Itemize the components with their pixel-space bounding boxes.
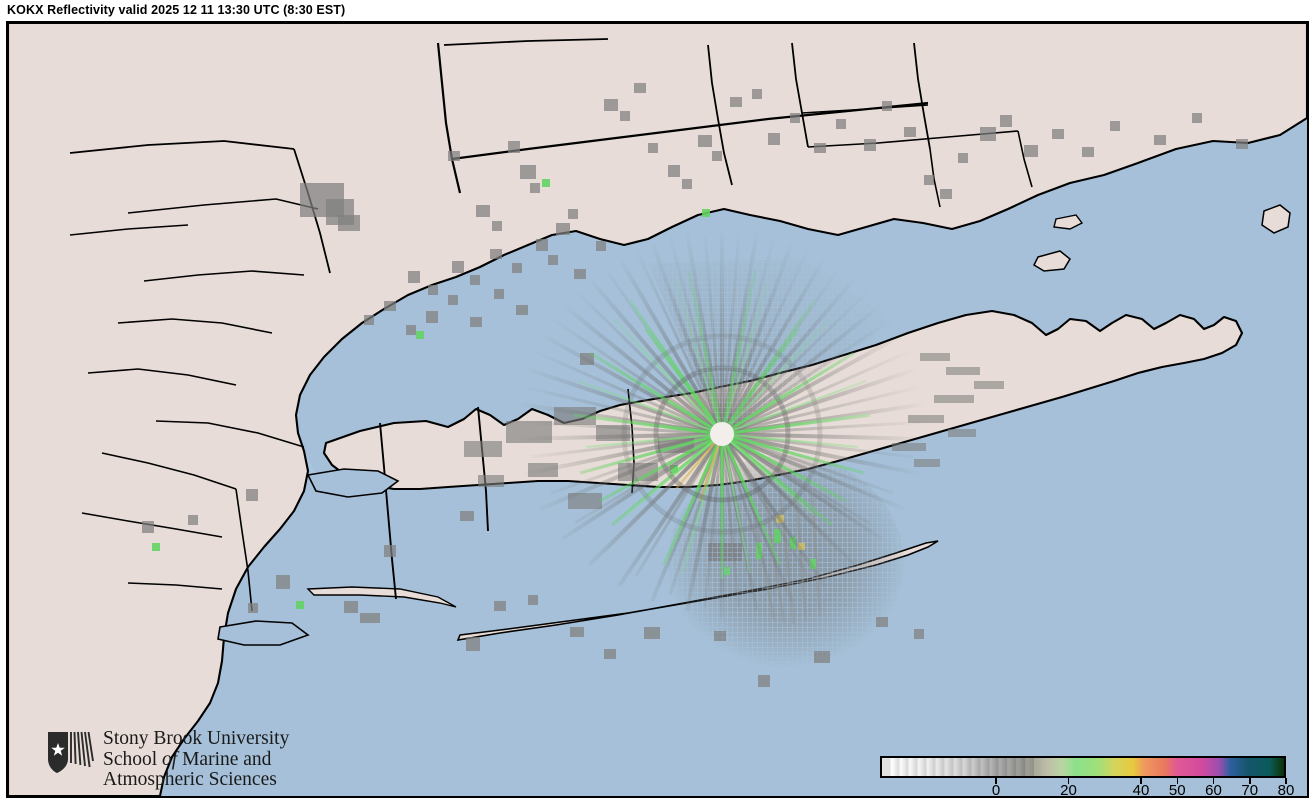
- colorbar-tick: [1285, 778, 1287, 784]
- colorbar-tick: [1212, 778, 1215, 784]
- radar-site-marker: [710, 422, 734, 446]
- harbor-detail: [217, 468, 400, 646]
- colorbar-bar[interactable]: [880, 756, 1286, 778]
- colorbar-ticks: [880, 778, 1287, 784]
- radar-map-frame[interactable]: Stony Brook University School of Marine …: [6, 21, 1309, 798]
- reflectivity-colorbar[interactable]: 0 20 40 50 60 70 80: [880, 756, 1295, 798]
- colorbar-tick: [1249, 778, 1251, 784]
- colorbar-gradient: [882, 758, 1284, 776]
- colorbar-tick-label: 80: [1277, 782, 1295, 798]
- colorbar-tick: [995, 778, 997, 784]
- barrier-island-fire-island: [456, 540, 939, 642]
- colorbar-tick-label: 50: [1168, 782, 1186, 798]
- colorbar-tick: [1176, 778, 1178, 784]
- colorbar-tick-label: 70: [1241, 782, 1259, 798]
- colorbar-tick-labels: 0 20 40 50 60 70 80: [880, 782, 1295, 798]
- colorbar-tick-label: 40: [1132, 782, 1150, 798]
- page-title: KOKX Reflectivity valid 2025 12 11 13:30…: [7, 3, 346, 17]
- radar-map-canvas[interactable]: [8, 23, 1307, 796]
- colorbar-tick-label: 60: [1205, 782, 1222, 798]
- colorbar-tick: [1140, 778, 1142, 784]
- small-islands: [1033, 204, 1291, 272]
- colorbar-tick: [1067, 778, 1070, 784]
- colorbar-tick-label: 20: [1060, 782, 1077, 798]
- map-svg: [8, 23, 1307, 796]
- colorbar-band-lines: [882, 758, 1284, 776]
- barrier-island-long-beach: [306, 586, 457, 608]
- radar-echo-east-smear: [892, 353, 1004, 467]
- colorbar-tick-label: 0: [991, 782, 1001, 798]
